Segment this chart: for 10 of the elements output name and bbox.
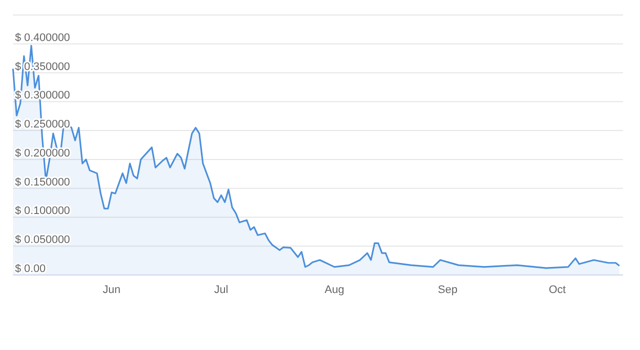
y-tick-label: $ 0.400000 <box>15 32 70 44</box>
x-tick-label: Sep <box>438 284 458 296</box>
y-tick-label: $ 0.150000 <box>15 176 70 188</box>
x-tick-label: Oct <box>548 284 566 296</box>
y-tick-label: $ 0.050000 <box>15 234 70 246</box>
y-tick-label: $ 0.100000 <box>15 205 70 218</box>
x-tick-label: Jul <box>214 284 228 296</box>
x-tick-label: Aug <box>324 284 344 296</box>
y-tick-label: $ 0.00 <box>15 263 46 275</box>
x-tick-label: Jun <box>102 284 120 296</box>
